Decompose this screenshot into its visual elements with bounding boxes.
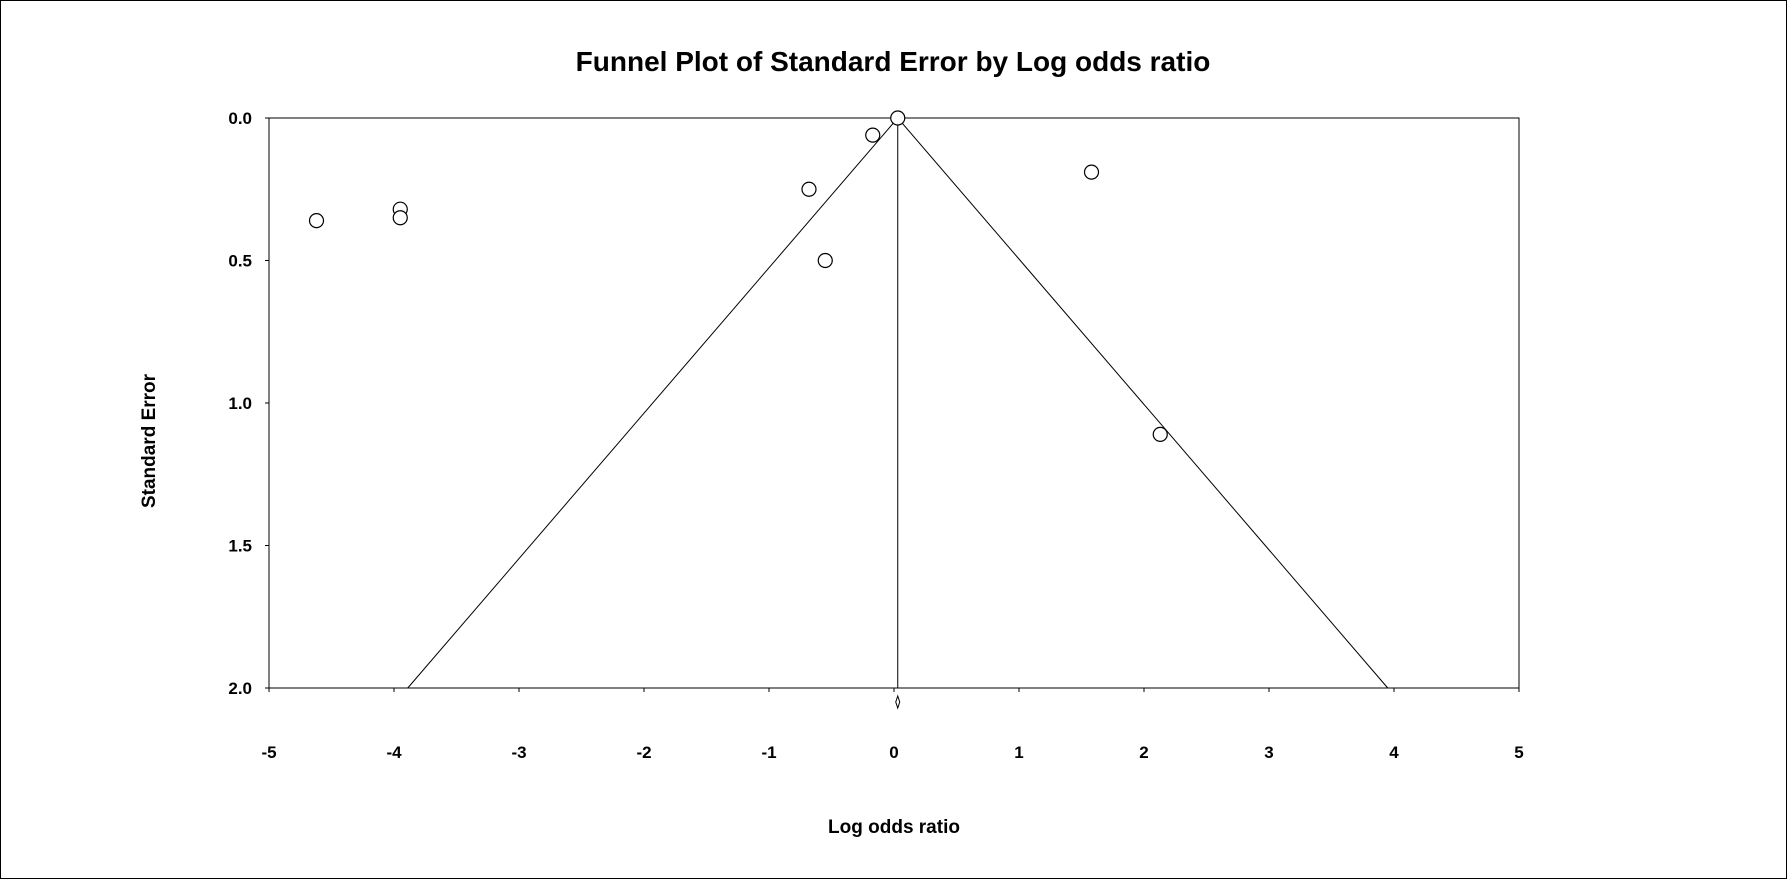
study-point [392,210,408,226]
axis-ticks: -5 -4 -3 -2 -1 0 1 2 3 4 5 0.0 0.5 1.0 1.5 2.0 [228,109,1523,762]
funnel-right-line [897,117,1389,689]
x-tick-label: 0 [889,743,898,762]
x-tick-label: -4 [386,743,402,762]
study-points [308,110,1168,442]
x-tick-label: 3 [1264,743,1273,762]
funnel-left-line [407,117,899,689]
combined-effect-diamond [895,694,901,710]
y-tick-label: 1.0 [228,394,252,413]
y-tick-label: 0.5 [228,252,252,271]
x-tick-label: 1 [1014,743,1023,762]
x-axis-label: Log odds ratio [828,817,960,838]
x-tick-label: 5 [1514,743,1523,762]
study-point [890,110,906,126]
funnel-lines [407,117,1389,710]
x-tick-label: -3 [511,743,526,762]
x-tick-label: 4 [1389,743,1399,762]
study-point [817,252,833,269]
x-tick-label: 2 [1139,743,1148,762]
study-point [1083,164,1100,180]
chart-title: Funnel Plot of Standard Error by Log odd… [576,46,1211,77]
study-point [1152,426,1168,442]
y-axis-label: Standard Error [139,373,160,508]
y-tick-label: 0.0 [228,109,252,128]
study-point [308,213,325,229]
y-tick-label: 1.5 [228,537,252,556]
study-point [801,181,817,197]
x-tick-label: -2 [636,743,651,762]
plot-area-border [268,117,1520,689]
x-tick-label: -1 [761,743,776,762]
y-tick-label: 2.0 [228,679,252,698]
study-point [865,127,881,143]
x-tick-label: -5 [261,743,276,762]
